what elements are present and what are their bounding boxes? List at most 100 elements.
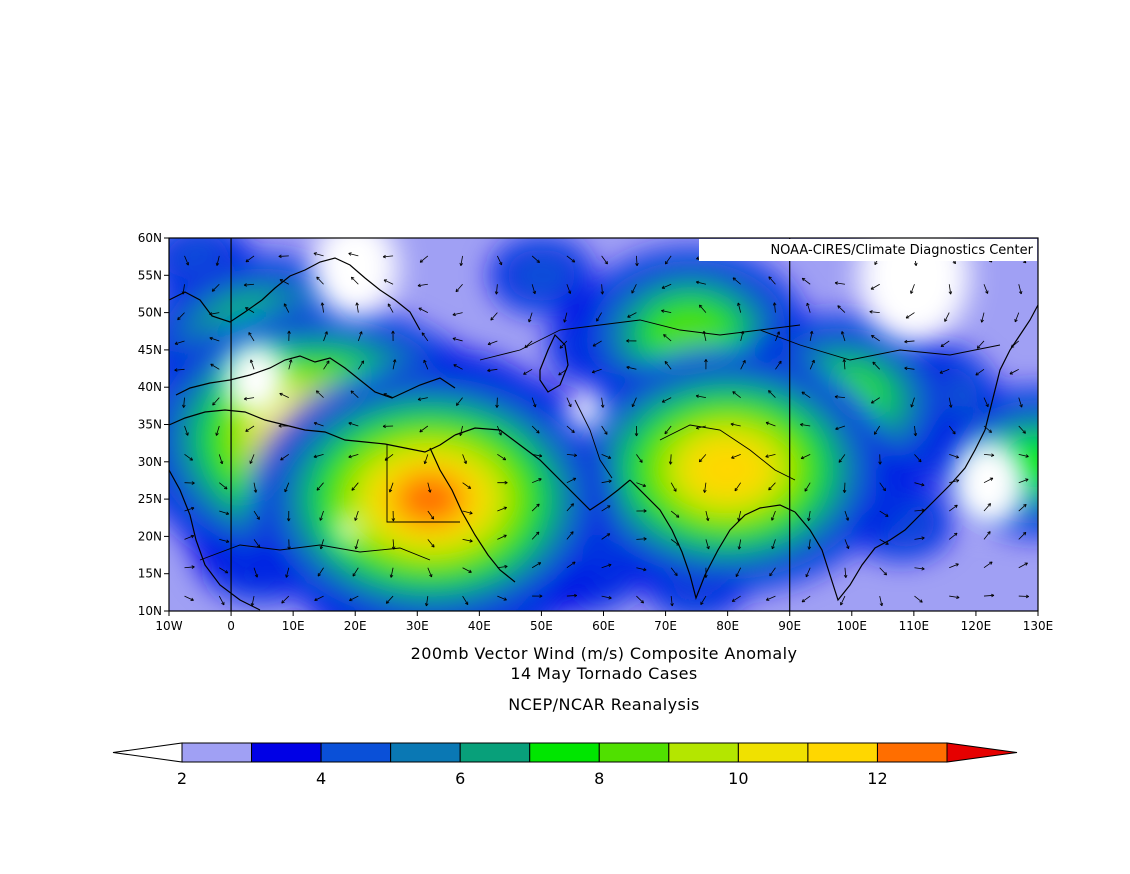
wind-arrow-18 [218,454,224,465]
wind-arrow-169 [636,595,644,604]
wind-arrow-196 [704,567,708,578]
lon-tick-label-80E: 80E [716,619,739,633]
wind-arrow-138 [523,368,533,375]
wind-arrow-247 [840,595,846,606]
coastline-india [629,479,796,600]
wind-arrow-33 [243,396,255,401]
wind-arrow-295 [940,340,950,348]
wind-arrow-180 [631,284,637,294]
coastline-north-africa [169,409,456,453]
lon-tick-label-10W: 10W [155,619,182,633]
wind-arrow-91 [424,596,429,607]
wind-arrow-170 [636,567,647,572]
wind-arrow-248 [843,567,848,578]
wind-arrow-283 [905,312,915,319]
wind-arrow-66 [352,567,359,577]
wind-arrow-184 [670,539,680,546]
wind-arrow-118 [497,564,508,569]
credit-background [699,239,1037,261]
wind-arrow-187 [668,454,673,465]
wind-arrow-268 [872,361,881,370]
wind-arrow-183 [670,567,678,577]
wind-arrow-58 [313,421,324,427]
wind-arrow-145 [566,531,574,540]
wind-arrow-173 [636,482,647,488]
lon-tick-label-60E: 60E [592,619,615,633]
wind-arrow-146 [566,503,574,512]
wind-arrow-74 [357,331,363,342]
lat-tick-label-60N: 60N [138,231,162,245]
wind-arrow-28 [253,539,261,548]
colorbar-high-arrow [946,742,1018,763]
wind-arrow-93 [427,539,435,548]
wind-arrow-262 [879,539,889,545]
wind-arrow-115 [455,283,463,293]
wind-arrow-107 [462,510,473,515]
wind-arrow-63 [316,276,324,285]
wind-arrow-121 [497,480,508,485]
colorbar-swatch-7 [529,742,600,763]
wind-arrow-284 [910,284,915,294]
lat-tick-label-20N: 20N [138,529,162,543]
wind-arrow-307 [975,368,985,376]
wind-arrow-215 [732,391,741,398]
wind-arrow-134 [531,478,542,484]
wind-arrow-278 [914,454,922,463]
blank-patch-2 [951,439,1026,529]
wind-arrow-89 [383,279,394,285]
blank-patch-3 [224,342,287,418]
wind-arrow-265 [878,454,882,465]
wind-arrow-7 [182,397,186,408]
colorbar-swatch-11 [807,742,878,763]
wind-arrow-269 [871,334,880,342]
wind-arrow-125 [487,368,498,373]
wind-arrow-83 [384,454,394,461]
wind-arrow-95 [427,482,432,493]
wind-arrow-241 [801,391,811,398]
wind-arrow-38 [245,255,255,263]
wind-arrow-186 [670,482,677,492]
wind-arrow-5 [184,454,193,461]
wind-arrow-306 [983,397,989,408]
wind-arrow-152 [559,340,568,349]
wind-arrow-252 [838,454,846,463]
wind-arrow-117 [497,595,507,601]
wind-arrow-200 [698,454,707,463]
wind-arrow-198 [705,510,710,522]
wind-arrow-303 [983,477,994,484]
wind-arrow-282 [904,339,915,344]
wind-arrow-225 [768,482,776,491]
blank-patch-1 [336,514,362,544]
wind-arrow-314 [1018,531,1027,540]
wind-arrow-162 [601,425,608,435]
wind-arrow-140 [528,312,533,323]
wind-arrow-292 [948,425,956,435]
credit-text: NOAA-CIRES/Climate Diagnostics Center [770,243,1033,258]
lat-tick-label-35N: 35N [138,418,162,432]
wind-arrow-197 [705,539,710,550]
wind-arrow-24 [211,283,220,292]
wind-arrow-213 [731,453,741,459]
wind-arrow-30 [253,482,258,493]
wind-arrow-211 [737,510,742,522]
wind-arrow-114 [452,312,463,317]
wind-arrow-130 [532,594,543,598]
wind-arrow-304 [983,453,995,457]
wind-arrow-192 [661,309,672,313]
wind-arrow-144 [566,561,576,569]
wind-arrow-43 [284,482,290,493]
wind-arrow-25 [215,255,220,266]
wind-arrow-151 [558,368,568,376]
wind-arrow-189 [661,397,672,403]
wind-arrow-139 [524,340,533,349]
border-egypt-libya [386,444,460,523]
wind-arrow-242 [809,359,815,370]
wind-arrow-132 [531,531,540,540]
lon-tick-label-30E: 30E [406,619,429,633]
wind-arrow-80 [391,539,396,550]
wind-arrow-254 [834,395,845,399]
wind-arrow-210 [737,539,742,550]
wind-arrow-50 [279,279,289,285]
wind-arrow-44 [280,454,290,461]
wind-arrow-319 [1018,397,1023,408]
